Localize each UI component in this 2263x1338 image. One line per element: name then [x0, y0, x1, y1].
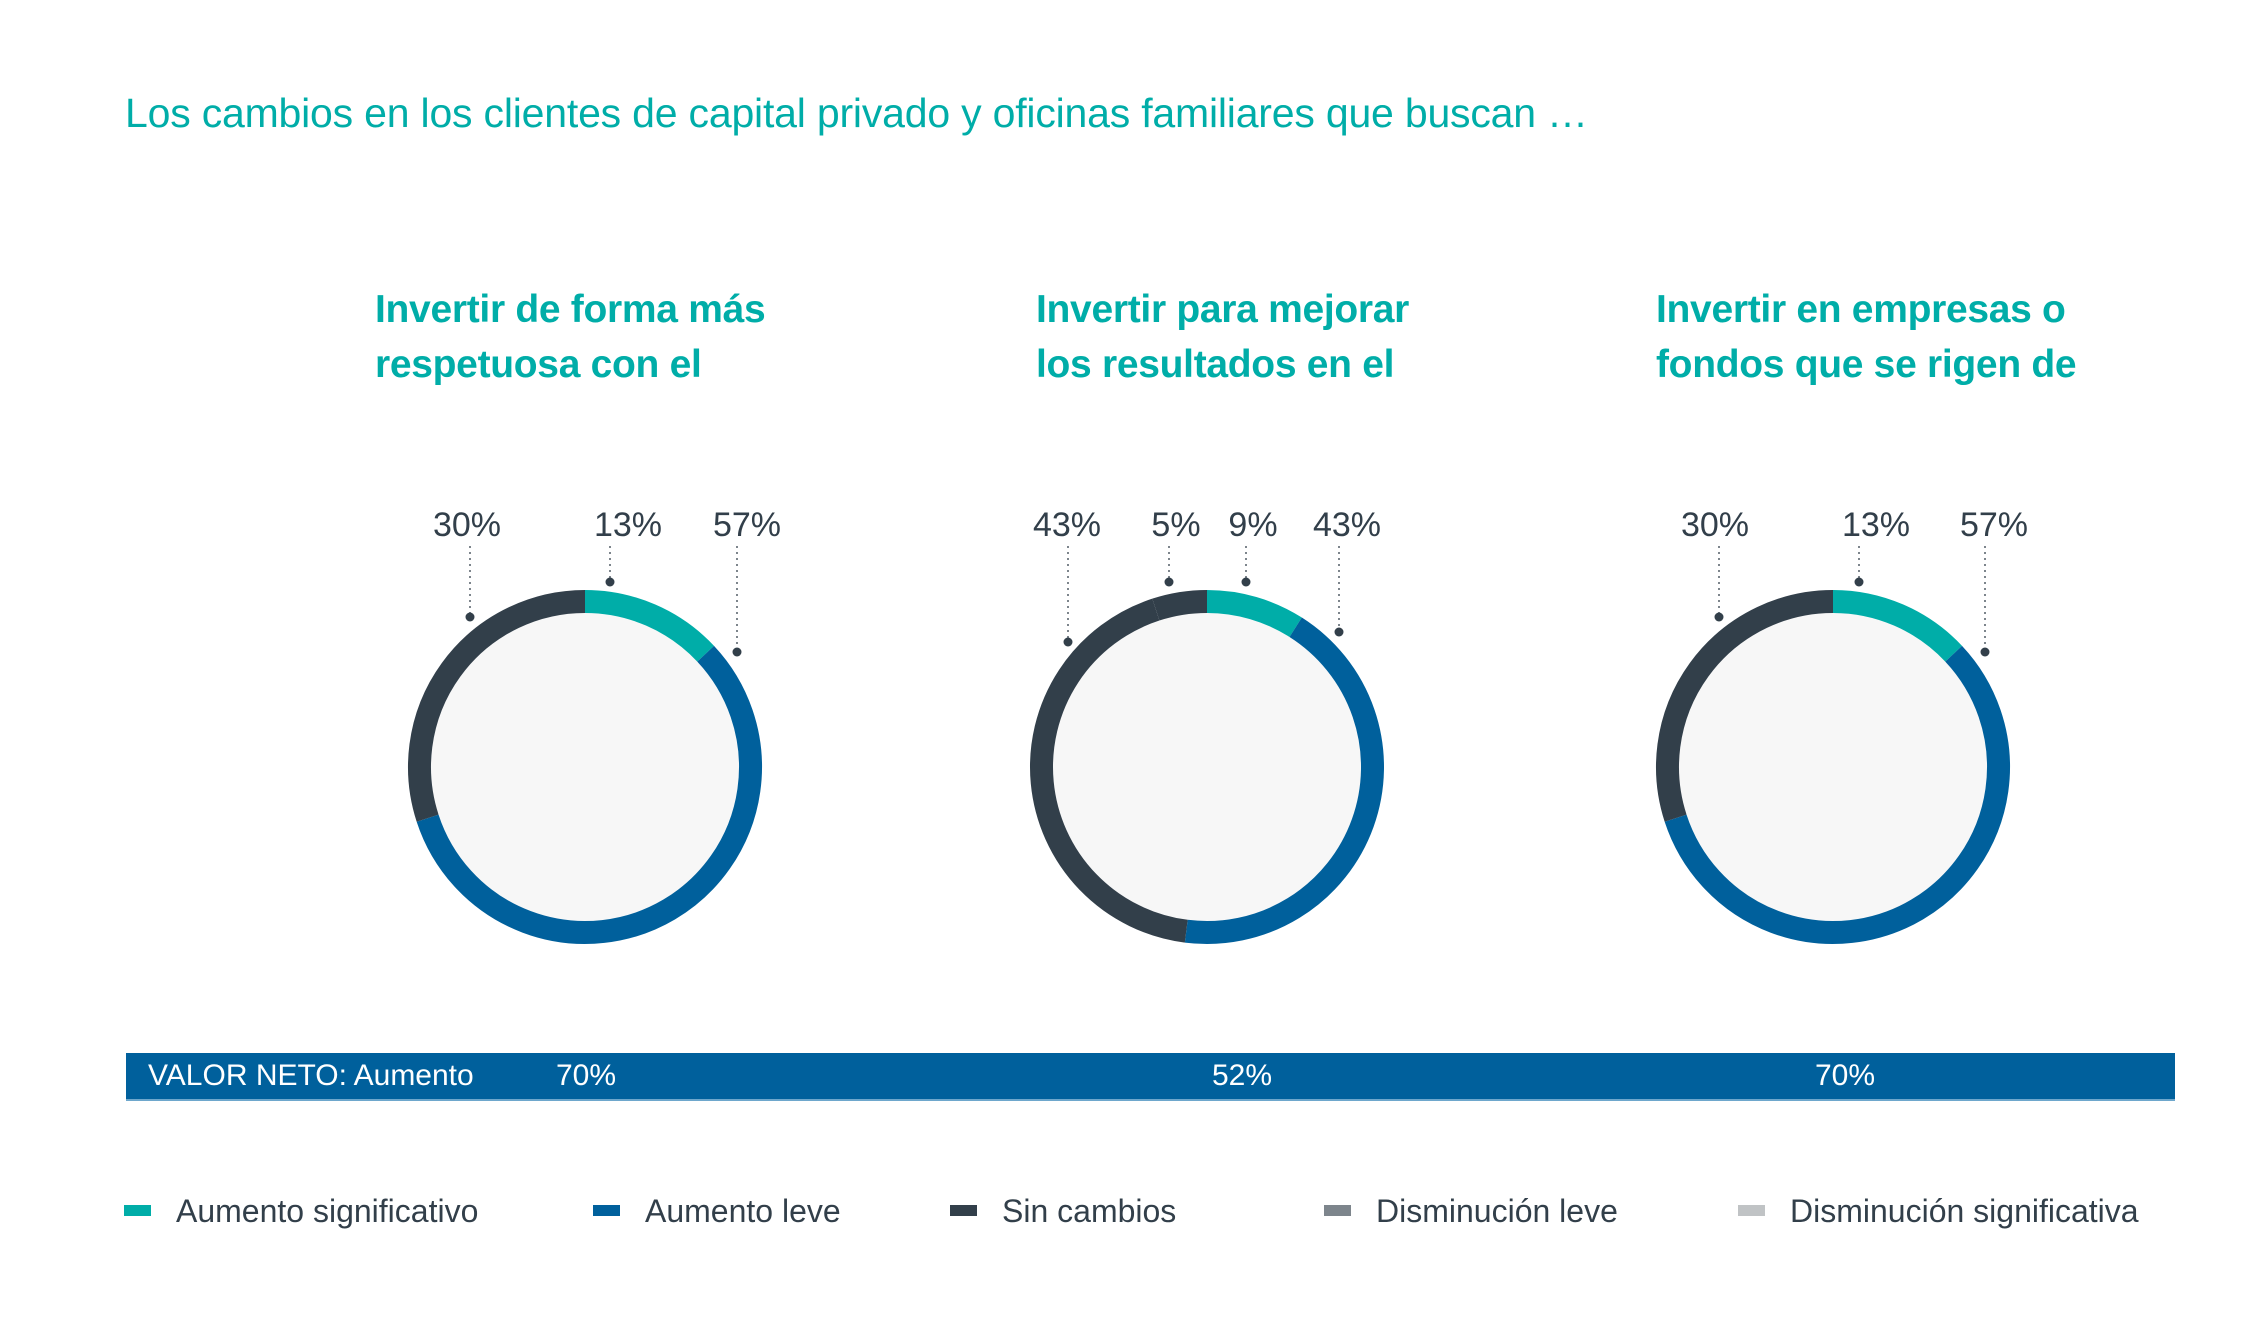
donut-charts: 13% 57% 30% 9% 43% 43% 5% 13% 57% 30% [408, 506, 2028, 944]
donut-slice [1832, 590, 1963, 662]
donut-chart: 9% 43% 43% 5% [1030, 506, 1384, 944]
donut-slice [1656, 590, 1834, 822]
leader-dot [1063, 637, 1073, 647]
donut-heading: Invertir de forma más respetuosa con el [375, 282, 766, 392]
legend-swatch [1738, 1205, 1765, 1216]
donut-slice [416, 645, 762, 944]
donut-center [1679, 613, 1987, 921]
legend-swatch [950, 1205, 977, 1216]
donut-heading-line: Invertir de forma más [375, 288, 766, 331]
leader-dot [732, 647, 742, 657]
net-value: 70% [556, 1059, 617, 1092]
legend-swatch [124, 1205, 151, 1216]
donut-slice [1664, 645, 2010, 944]
donut-slice [1030, 598, 1188, 943]
donut-chart: 13% 57% 30% [408, 506, 781, 944]
donut-slice [408, 590, 586, 822]
slice-label: 5% [1151, 506, 1200, 544]
net-value-label: VALOR NETO: Aumento [148, 1059, 474, 1092]
legend-swatch [1324, 1205, 1351, 1216]
donut-slice [1152, 590, 1208, 621]
legend-label: Disminución significativa [1790, 1193, 2139, 1229]
slice-label: 57% [1960, 506, 2028, 544]
net-value-bar: VALOR NETO: Aumento 70% 52% 70% [126, 1053, 2175, 1101]
donut-slice [1206, 590, 1302, 638]
slice-label: 43% [1033, 506, 1101, 544]
chart-title: Los cambios en los clientes de capital p… [125, 90, 1588, 136]
donut-heading: Invertir para mejorar los resultados en … [1036, 282, 1409, 392]
slice-label: 30% [1681, 506, 1749, 544]
slice-label: 13% [1842, 506, 1910, 544]
slice-label: 57% [713, 506, 781, 544]
donut-slice [1184, 617, 1384, 944]
slice-label: 13% [594, 506, 662, 544]
leader-dot [1980, 647, 1990, 657]
slice-label: 9% [1228, 506, 1277, 544]
donut-heading-line: fondos que se rigen de [1656, 343, 2077, 386]
legend-label: Disminución leve [1376, 1193, 1618, 1229]
leader-dot [1714, 612, 1724, 622]
leader-dot [1241, 577, 1251, 587]
donut-chart: 13% 57% 30% [1656, 506, 2028, 944]
slice-label: 43% [1313, 506, 1381, 544]
leader-dot [1334, 627, 1344, 637]
leader-dot [1164, 577, 1174, 587]
leader-dot [1854, 577, 1864, 587]
legend-label: Sin cambios [1002, 1193, 1177, 1229]
donut-heading: Invertir en empresas o fondos que se rig… [1656, 282, 2077, 392]
donut-slice [584, 590, 715, 662]
legend-label: Aumento significativo [176, 1193, 479, 1229]
donut-heading-line: los resultados en el [1036, 343, 1395, 386]
net-value: 70% [1815, 1059, 1876, 1092]
donut-center [1053, 613, 1361, 921]
donut-heading-line: Invertir en empresas o [1656, 288, 2066, 331]
legend-label: Aumento leve [645, 1193, 841, 1229]
legend-swatch [593, 1205, 620, 1216]
donut-heading-line: Invertir para mejorar [1036, 288, 1410, 331]
donut-center [431, 613, 739, 921]
donut-heading-line: respetuosa con el [375, 343, 702, 386]
leader-dot [465, 612, 475, 622]
slice-label: 30% [433, 506, 501, 544]
leader-dot [605, 577, 615, 587]
net-value: 52% [1212, 1059, 1273, 1092]
